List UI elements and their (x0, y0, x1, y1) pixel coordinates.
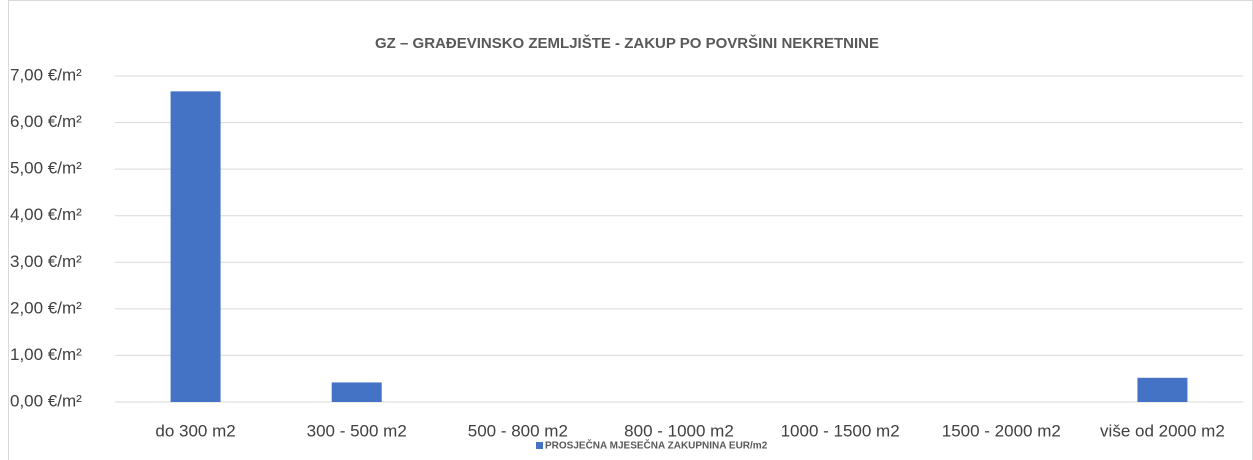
x-tick-label: do 300 m2 (155, 421, 235, 440)
bar (331, 382, 382, 402)
x-tick-label: 300 - 500 m2 (307, 421, 407, 440)
x-tick-label: 1000 - 1500 m2 (781, 421, 900, 440)
x-tick-label: više od 2000 m2 (1100, 421, 1225, 440)
legend-swatch (536, 442, 543, 449)
y-tick-label: 2,00 €/m² (10, 298, 82, 317)
y-tick-label: 6,00 €/m² (10, 112, 82, 131)
y-tick-label: 3,00 €/m² (10, 252, 82, 271)
x-tick-label: 1500 - 2000 m2 (942, 421, 1061, 440)
bar (170, 91, 221, 403)
y-tick-label: 0,00 €/m² (10, 391, 82, 410)
x-tick-label: 800 - 1000 m2 (624, 421, 734, 440)
chart-title: GZ – GRAĐEVINSKO ZEMLJIŠTE - ZAKUP PO PO… (375, 34, 879, 52)
bar (1137, 377, 1188, 402)
y-tick-label: 1,00 €/m² (10, 345, 82, 364)
x-tick-label: 500 - 800 m2 (468, 421, 568, 440)
y-tick-label: 5,00 €/m² (10, 159, 82, 178)
y-tick-label: 4,00 €/m² (10, 205, 82, 224)
legend-label: PROSJEČNA MJESEČNA ZAKUPNINA EUR/m2 (545, 439, 768, 452)
y-tick-label: 7,00 €/m² (10, 65, 82, 84)
